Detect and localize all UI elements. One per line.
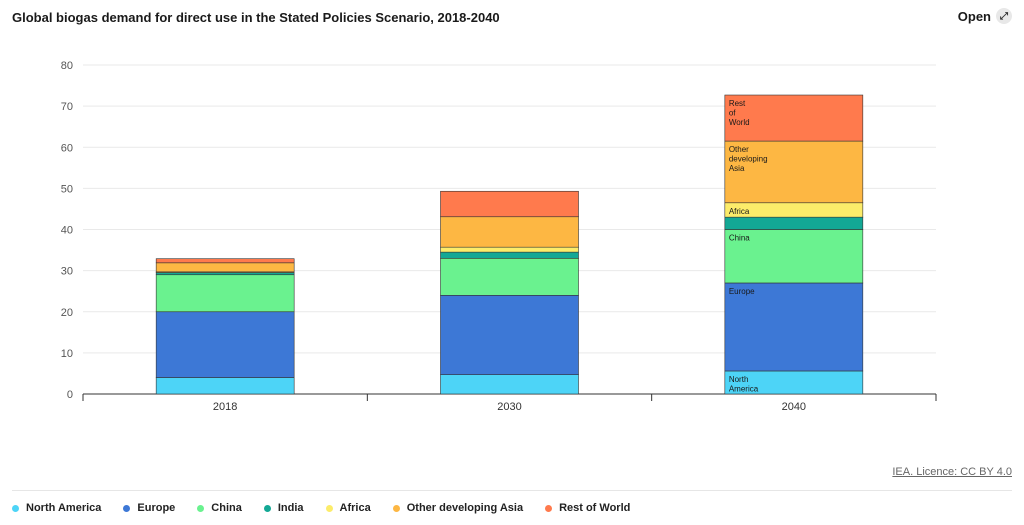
legend-marker	[325, 504, 333, 512]
bar-segment	[440, 246, 579, 253]
bar-segment	[724, 94, 864, 142]
bar-segment	[155, 258, 295, 264]
segment-label: North	[729, 375, 749, 384]
bar-segment	[440, 294, 579, 375]
y-tick-label: 80	[61, 60, 73, 72]
segment-label: Europe	[729, 287, 755, 296]
x-tick-label: 2040	[782, 401, 806, 413]
segment-label: China	[729, 234, 750, 243]
segment-label: Other	[729, 145, 749, 154]
legend-label: Europe	[137, 502, 176, 514]
y-tick-label: 50	[61, 183, 73, 195]
segment-label: developing	[729, 155, 768, 164]
bar-segment	[440, 190, 579, 218]
legend-marker	[263, 504, 271, 512]
y-tick-label: 40	[61, 225, 73, 237]
legend-item[interactable]: China	[197, 502, 242, 514]
y-tick-label: 70	[61, 101, 73, 113]
legend-label: China	[211, 502, 242, 514]
bar-segment	[155, 377, 295, 395]
legend-item[interactable]: Other developing Asia	[392, 502, 524, 514]
legend-marker	[545, 504, 553, 512]
legend: North America Europe China India Africa Other…	[12, 502, 630, 514]
bar-segment	[724, 216, 864, 230]
legend-label: Rest of World	[559, 502, 631, 514]
bar-segment	[440, 374, 579, 395]
x-tick-label: 2018	[213, 401, 237, 413]
segment-label: World	[729, 118, 750, 127]
x-tick-label: 2030	[497, 401, 521, 413]
bar-segment	[724, 229, 864, 284]
legend-item[interactable]: Europe	[123, 502, 175, 514]
y-tick-label: 60	[61, 142, 73, 154]
y-tick-label: 10	[61, 348, 73, 360]
legend-label: India	[277, 502, 304, 514]
legend-marker	[123, 504, 131, 512]
y-tick-label: 0	[67, 389, 73, 401]
bar-segment	[440, 216, 579, 248]
bar-segment	[724, 282, 864, 372]
bar-segment	[155, 272, 295, 276]
expand-icon: ⤢	[996, 8, 1012, 24]
y-tick-label: 20	[61, 307, 73, 319]
segment-label: Africa	[729, 207, 750, 216]
legend-marker	[197, 504, 205, 512]
segment-label: of	[729, 109, 736, 118]
chart-title: Global biogas demand for direct use in t…	[12, 10, 500, 25]
open-button[interactable]: Open ⤢	[958, 8, 1012, 24]
bar-segment	[155, 274, 295, 313]
legend-label: Africa	[339, 502, 371, 514]
bar-segment	[440, 251, 579, 259]
bar-segment	[724, 140, 864, 204]
legend-divider	[12, 490, 1012, 491]
legend-item[interactable]: North America	[12, 502, 101, 514]
y-tick-label: 30	[61, 266, 73, 278]
legend-marker	[392, 504, 400, 512]
legend-item[interactable]: India	[263, 502, 304, 514]
bar-segment	[155, 311, 295, 378]
bar-segment	[155, 262, 295, 273]
legend-marker	[12, 504, 19, 512]
segment-label: Rest	[729, 99, 746, 108]
licence-link[interactable]: IEA. Licence: CC BY 4.0	[892, 466, 1012, 478]
bar-segment	[440, 257, 579, 296]
segment-label: America	[729, 384, 759, 393]
legend-item[interactable]: Africa	[325, 502, 371, 514]
legend-item[interactable]: Rest of World	[545, 502, 630, 514]
legend-label: North America	[26, 502, 102, 514]
segment-label: Asia	[729, 164, 745, 173]
open-button-label: Open	[957, 8, 991, 24]
legend-label: Other developing Asia	[406, 502, 524, 514]
